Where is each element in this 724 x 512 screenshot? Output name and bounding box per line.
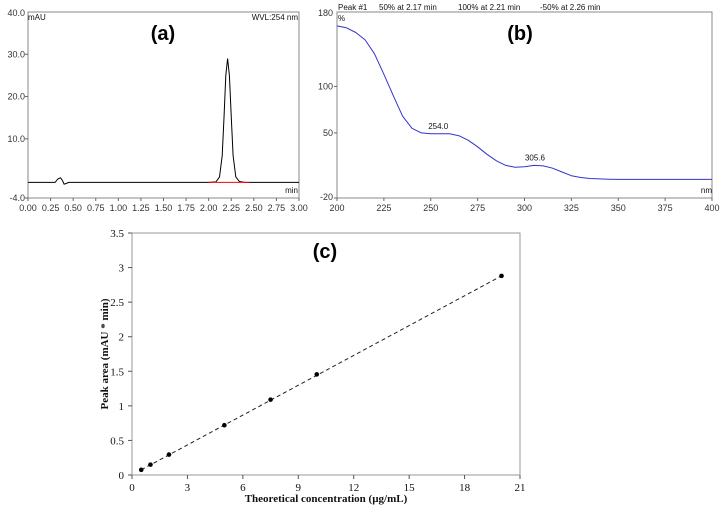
- panel-c-xtick-label: 12: [348, 482, 359, 494]
- panel-c-label: (c): [313, 241, 337, 263]
- panel-c-ytick-label: 0: [119, 470, 125, 482]
- panel-a-xtick-label: 3.00: [290, 203, 308, 213]
- panel-b-xtick-label: 250: [423, 203, 438, 213]
- panel-b-ytick-label: 100: [318, 81, 333, 91]
- panel-b-xtick-label: 300: [517, 203, 532, 213]
- panel-b-neg50pct: -50% at 2.26 min: [540, 3, 600, 12]
- panel-a-frame: [27, 11, 300, 199]
- panel-a-xtick-label: 2.75: [268, 203, 286, 213]
- panel-c-xtick-label: 21: [515, 482, 526, 494]
- panel-a-chromatogram: mAU WVL:254 nm (a) min 0.00 0.25 0.50 0.75 1…: [7, 8, 307, 213]
- panel-a-xtick-label: 0.00: [19, 203, 37, 213]
- panel-b-xtick-label: 225: [376, 203, 391, 213]
- panel-b-ytick-label: -20: [320, 192, 333, 202]
- panel-c-trendline: [141, 275, 502, 471]
- panel-b-ytick-label: 180: [318, 8, 333, 18]
- panel-a-xtick-label: 2.25: [222, 203, 240, 213]
- panel-a-xtick-label: 0.75: [87, 203, 105, 213]
- panel-c-ytick-label: 1: [119, 401, 125, 413]
- panel-b-peak: Peak #1: [338, 3, 368, 12]
- panel-b-uv-spectrum: Peak #1 50% at 2.17 min 100% at 2.21 min…: [318, 3, 720, 213]
- panel-a-xtick-label: 1.75: [177, 203, 195, 213]
- panel-c-data-point: [138, 467, 144, 473]
- panel-a-ytick-label: 20.0: [7, 92, 25, 102]
- panel-b-xtick-label: 325: [564, 203, 579, 213]
- panel-b-xlabel: nm: [701, 186, 712, 195]
- panel-c-xtick-label: 0: [129, 482, 135, 494]
- panel-a-ytick-label: 40.0: [7, 8, 25, 18]
- panel-c-calibration: (c) Theoretical concentration (µg/mL) Pe…: [99, 228, 526, 505]
- panel-c-data-point: [314, 372, 320, 377]
- panel-b-xtick-label: 375: [658, 203, 673, 213]
- panel-b-label: (b): [507, 23, 533, 45]
- panel-c-frame: [131, 232, 521, 476]
- panel-c-xtick-label: 15: [404, 482, 416, 494]
- panel-a-wavelength: WVL:254 nm: [252, 13, 299, 22]
- panel-b-xtick-label: 200: [329, 203, 344, 213]
- panel-a-xlabel: min: [285, 186, 298, 195]
- panel-c-ytick-label: 2: [119, 332, 125, 344]
- panel-a-ytick-label: -4.0: [9, 193, 25, 203]
- panel-b-ytick-label: 50: [323, 128, 333, 138]
- panel-c-ytick-label: 2.5: [110, 297, 124, 309]
- panel-a-xtick-label: 1.25: [132, 203, 150, 213]
- panel-c-xtick-label: 6: [240, 482, 246, 494]
- panel-c-ytick-label: 3.5: [110, 228, 124, 240]
- panel-b-xtick-label: 275: [470, 203, 485, 213]
- panel-b-series-line: [336, 25, 712, 180]
- panel-c-ytick-label: 1.5: [110, 366, 124, 378]
- panel-a-ylabel: mAU: [28, 13, 46, 22]
- panel-c-xtick-label: 9: [296, 482, 302, 494]
- panel-c-data-point: [148, 462, 153, 467]
- panel-a-xtick-label: 0.25: [42, 203, 60, 213]
- panel-c-ytick-label: 3: [119, 263, 125, 275]
- panel-c-data-point: [222, 422, 227, 428]
- panel-b-peak-annotation: 305.6: [525, 153, 546, 162]
- panel-b-50pct: 50% at 2.17 min: [379, 3, 437, 12]
- panel-a-xtick-label: 1.50: [155, 203, 173, 213]
- panel-a-ytick-label: 10.0: [7, 134, 25, 144]
- panel-a-series-line: [28, 58, 299, 185]
- panel-c-xtick-label: 18: [459, 482, 471, 494]
- panel-a-xtick-label: 2.00: [200, 203, 218, 213]
- panel-a-ytick-label: 30.0: [7, 49, 25, 59]
- panel-b-xtick-label: 400: [704, 203, 719, 213]
- panel-c-xlabel: Theoretical concentration (µg/mL): [245, 493, 408, 505]
- panel-c-xtick-label: 3: [185, 482, 191, 494]
- panel-a-xtick-label: 1.00: [110, 203, 128, 213]
- panel-c-data-point: [166, 452, 172, 457]
- panel-a-label: (a): [151, 23, 175, 45]
- panel-a-xtick-label: 0.50: [64, 203, 82, 213]
- panel-b-ylabel: %: [338, 14, 345, 23]
- panel-c-ylabel: Peak area (mAU * min): [99, 298, 111, 409]
- panel-c-ytick-label: 0.5: [110, 435, 124, 447]
- panel-b-xtick-label: 350: [611, 203, 626, 213]
- panel-b-100pct: 100% at 2.21 min: [458, 3, 520, 12]
- panel-b-peak-annotation: 254.0: [428, 122, 449, 131]
- panel-c-data-point: [499, 273, 504, 279]
- panel-a-xtick-label: 2.50: [245, 203, 263, 213]
- panel-c-data-point: [268, 397, 273, 402]
